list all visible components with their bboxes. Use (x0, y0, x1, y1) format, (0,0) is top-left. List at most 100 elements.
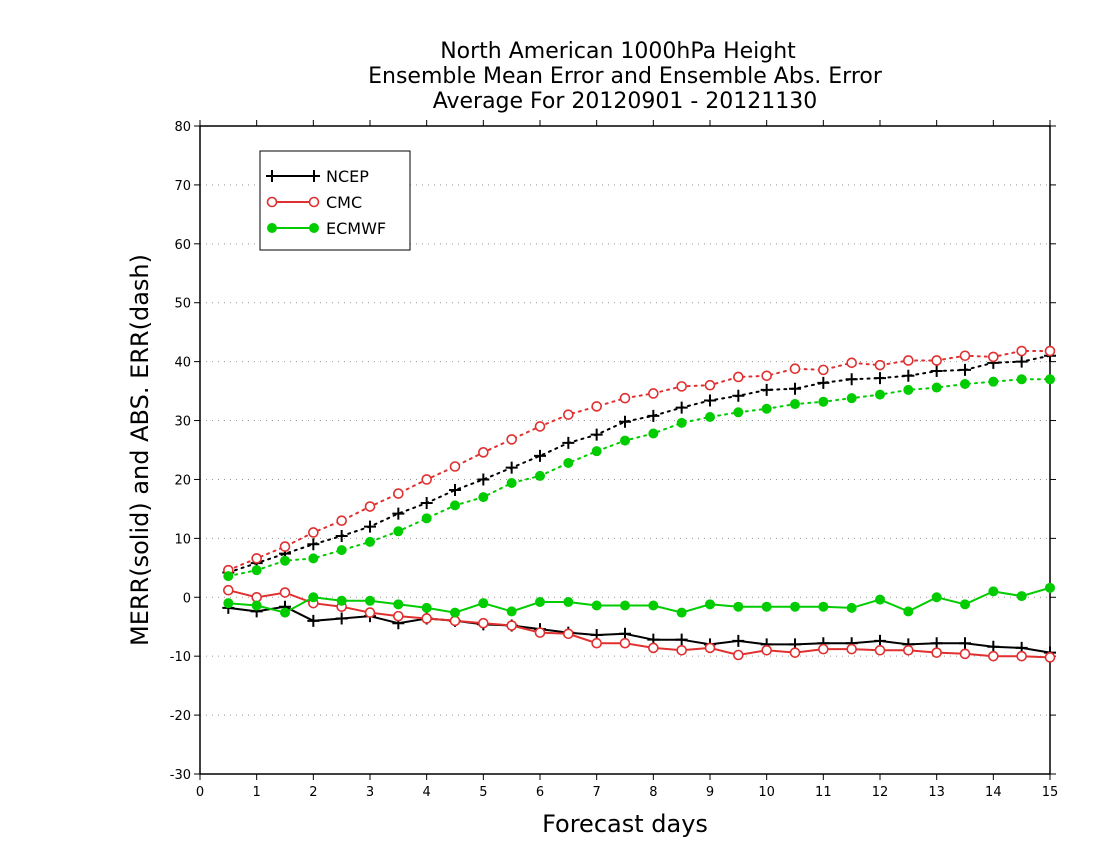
cmc-abs-err-line (227, 350, 1051, 572)
x-tick-label: 1 (253, 785, 261, 800)
cmc-abs-err-point (619, 392, 631, 404)
x-tick-label: 7 (593, 785, 601, 800)
cmc-mean-err-point (846, 643, 857, 655)
ecmwf-mean-err-point (1016, 591, 1027, 602)
legend-label-cmc: CMC (326, 193, 362, 212)
ecmwf-abs-err-point (648, 428, 659, 439)
ecmwf-abs-err-point (280, 555, 290, 566)
ecmwf-mean-err-point (875, 594, 885, 605)
ncep-abs-err-point (959, 363, 971, 376)
cmc-abs-err-point (648, 388, 659, 399)
ecmwf-abs-err-point (676, 417, 687, 428)
ncep-mean-err-point (335, 612, 348, 625)
cmc-abs-err-point (251, 553, 262, 564)
ecmwf-abs-err-line (227, 378, 1051, 578)
ncep-abs-err-point (789, 382, 801, 395)
ecmwf-abs-err-point (960, 379, 970, 390)
cmc-mean-err-point (874, 644, 886, 656)
cmc-abs-err-point (421, 474, 432, 485)
ncep-mean-err-point (675, 633, 688, 646)
cmc-abs-err-point (534, 421, 546, 432)
cmc-abs-err-point (931, 355, 942, 366)
cmc-abs-err-point (761, 370, 772, 382)
x-tick-label: 2 (309, 785, 317, 800)
ncep-abs-err-point (675, 401, 688, 414)
cmc-mean-err-point (931, 647, 942, 658)
legend-item-ecmwf: ECMWF (267, 219, 386, 238)
y-tick-label: 70 (174, 179, 191, 194)
y-tick-label: 0 (183, 591, 191, 606)
cmc-abs-err-point (279, 541, 291, 552)
cmc-mean-err-point (1044, 652, 1056, 663)
legend-marker-ecmwf (267, 223, 277, 233)
x-tick-label: 8 (649, 785, 657, 800)
ecmwf-mean-err-point (1045, 582, 1055, 593)
cmc-mean-err-point (648, 642, 659, 654)
ncep-abs-err-point (364, 520, 376, 533)
x-tick-label: 15 (1042, 785, 1059, 800)
cmc-mean-err-point (1016, 650, 1027, 662)
x-tick-label: 10 (758, 785, 775, 800)
cmc-abs-err-point (336, 515, 347, 526)
ecmwf-mean-err-point (676, 607, 687, 618)
cmc-abs-err-point (733, 371, 744, 383)
x-tick-label: 13 (928, 785, 945, 800)
y-tick-label: 80 (174, 120, 191, 135)
y-tick-label: 40 (174, 356, 191, 371)
ecmwf-mean-err-point (705, 599, 715, 610)
cmc-abs-err-point (704, 379, 716, 391)
ecmwf-mean-err-point (251, 600, 262, 611)
cmc-abs-err-point (478, 447, 489, 458)
chart-title-line-2: Ensemble Mean Error and Ensemble Abs. Er… (368, 64, 883, 89)
ncep-abs-err-point (505, 461, 518, 474)
y-tick-label: -10 (170, 650, 191, 665)
cmc-mean-err-point (393, 610, 404, 622)
ecmwf-mean-err-point (591, 600, 602, 611)
legend-label-ncep: NCEP (326, 167, 369, 186)
legend-marker-ncep (308, 170, 320, 182)
ecmwf-mean-err-point (818, 601, 829, 612)
ecmwf-mean-err-point (761, 601, 772, 612)
cmc-mean-err-point (676, 644, 687, 656)
cmc-abs-err-point (789, 363, 801, 375)
ecmwf-mean-err-point (620, 600, 630, 611)
chart-title-line-3: Average For 20120901 - 20121130 (433, 89, 818, 114)
x-tick-label: 14 (985, 785, 1002, 800)
ncep-abs-err-point (760, 383, 773, 396)
series-layer (222, 345, 1056, 663)
ncep-abs-err-point (590, 428, 603, 441)
ncep-mean-err-point (930, 637, 943, 650)
cmc-abs-err-point (506, 434, 517, 445)
ncep-abs-err-point (930, 365, 943, 378)
ncep-abs-err-point (392, 507, 405, 520)
ecmwf-mean-err-point (308, 592, 319, 603)
ecmwf-abs-err-point (875, 389, 885, 400)
cmc-abs-err-point (563, 409, 574, 420)
ecmwf-abs-err-point (223, 571, 234, 582)
cmc-mean-err-point (903, 644, 914, 656)
ecmwf-abs-err-point (308, 553, 319, 564)
cmc-mean-err-point (478, 617, 489, 629)
ncep-mean-err-point (987, 640, 1000, 653)
ecmwf-abs-err-point (535, 470, 545, 481)
ecmwf-mean-err-point (960, 599, 970, 610)
cmc-mean-err-point (818, 643, 829, 655)
ecmwf-mean-err-point (393, 599, 404, 610)
ecmwf-abs-err-point (931, 382, 942, 393)
ncep-abs-err-point (335, 530, 348, 543)
ncep-mean-err-point (307, 614, 320, 627)
ncep-abs-err-point (562, 436, 575, 449)
ecmwf-mean-err-point (421, 602, 432, 613)
ecmwf-mean-err-point (903, 606, 914, 617)
ncep-abs-err-point (902, 369, 915, 382)
cmc-mean-err-point (449, 615, 461, 627)
series-ecmwf (223, 374, 1055, 618)
ecmwf-mean-err-point (846, 602, 857, 613)
ecmwf-abs-err-point (478, 492, 489, 503)
ncep-abs-err-point (845, 373, 858, 386)
ecmwf-abs-err-point (761, 403, 772, 414)
ecmwf-abs-err-point (818, 396, 829, 407)
cmc-mean-err-point (959, 648, 971, 660)
ncep-abs-err-point (534, 449, 546, 462)
